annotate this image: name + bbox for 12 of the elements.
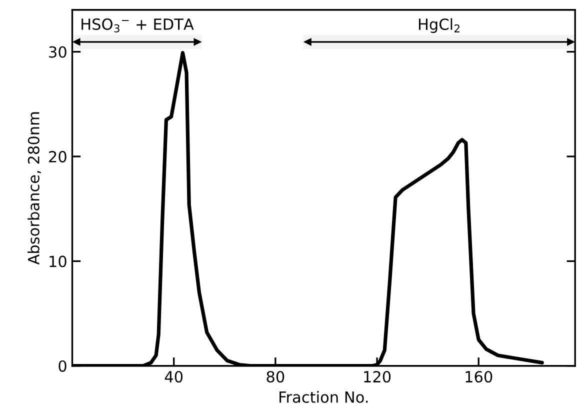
x-tick-label: 80 — [266, 370, 284, 383]
x-axis-title: Fraction No. — [280, 391, 368, 403]
y-axis-title: Absorbance, 280nm — [28, 112, 41, 265]
x-tick-label: 120 — [364, 370, 391, 383]
band-label: HSO$_{3}$$^{−}$ + EDTA — [82, 18, 194, 32]
band-label: HgCl$_{2}$ — [418, 18, 460, 33]
y-tick-label: 20 — [49, 150, 66, 162]
y-tick-label: 30 — [49, 46, 66, 58]
x-tick-label: 160 — [466, 370, 492, 383]
y-tick-label: 10 — [50, 256, 66, 268]
y-tick-label: 0 — [58, 360, 66, 372]
x-tick-label: 40 — [164, 370, 183, 383]
